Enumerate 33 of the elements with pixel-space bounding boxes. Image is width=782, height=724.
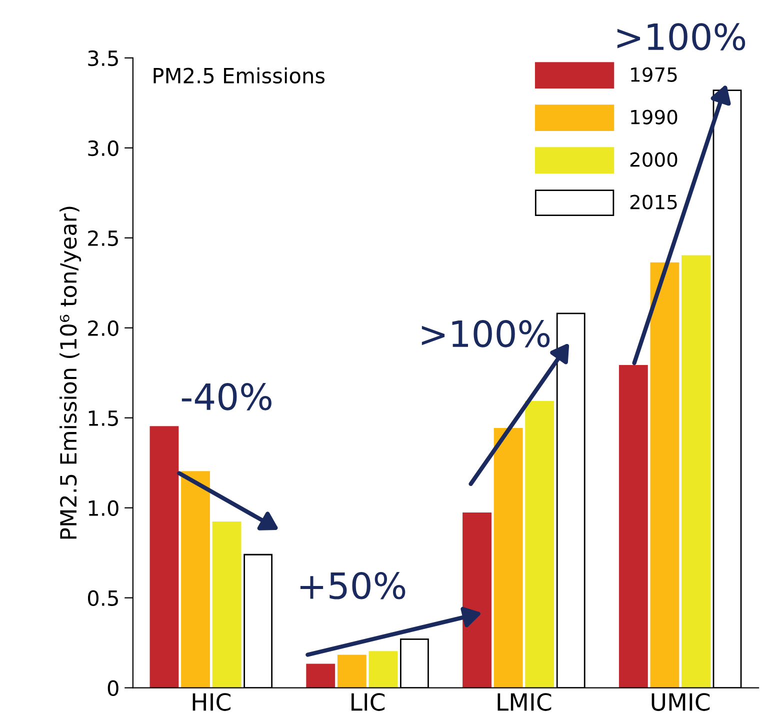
y-tick-label: 1.0 xyxy=(88,500,118,516)
y-tick-label: 2.0 xyxy=(88,320,118,336)
y-tick-label: 0 xyxy=(108,680,118,696)
bar xyxy=(525,400,554,688)
bar xyxy=(682,255,710,688)
bar xyxy=(212,522,242,688)
legend-label: 1975 xyxy=(631,67,677,82)
legend-label: 2000 xyxy=(630,152,678,167)
x-tick-label: LIC xyxy=(352,693,385,711)
x-tick-label: UMIC xyxy=(652,693,710,711)
x-tick-label: LMIC xyxy=(498,693,552,711)
annotation: -40% xyxy=(182,383,272,410)
bar xyxy=(181,471,210,688)
y-tick-label: 3.5 xyxy=(88,50,118,66)
annotation: >100% xyxy=(422,320,550,348)
annotation: +50% xyxy=(300,572,406,600)
y-tick-label: 1.5 xyxy=(88,410,118,426)
y-tick-label: 2.5 xyxy=(88,230,118,246)
bar xyxy=(306,664,336,688)
x-tick-label: HIC xyxy=(192,693,230,711)
y-axis-title: PM2.5 Emission (10⁶ ton/year) xyxy=(60,206,82,539)
bar xyxy=(618,364,648,688)
legend-label: 1990 xyxy=(631,110,678,124)
chart-title: PM2.5 Emissions xyxy=(154,67,325,84)
bar xyxy=(494,428,523,688)
y-tick-label: 0.5 xyxy=(88,590,118,606)
legend-label: 2015 xyxy=(630,194,677,210)
bar xyxy=(368,651,398,688)
bar xyxy=(650,262,680,688)
bar xyxy=(337,654,366,688)
text: >100% xyxy=(617,23,746,50)
bar xyxy=(150,426,179,688)
y-tick-label: 3.0 xyxy=(88,140,118,156)
